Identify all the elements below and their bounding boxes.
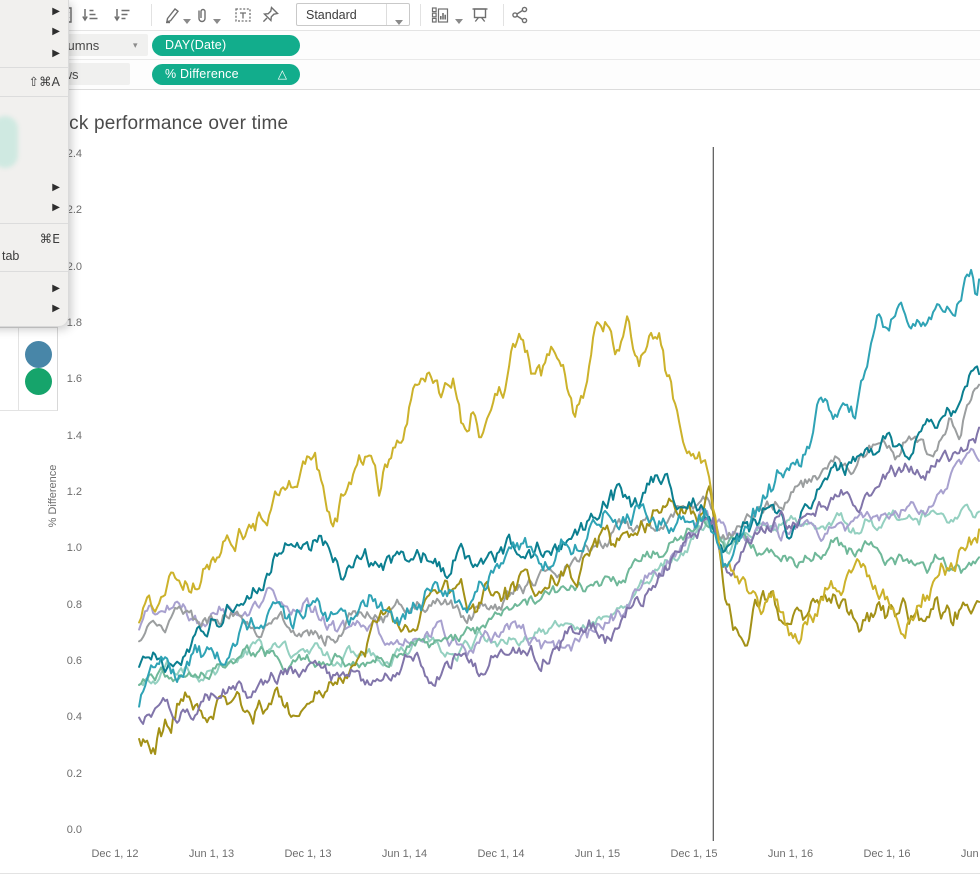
x-tick-label: Dec 1, 12 (91, 848, 139, 860)
series-line-purple[interactable] (138, 426, 980, 725)
x-tick-label: Dec 1, 13 (284, 848, 332, 860)
y-tick-label: 1.6 (66, 373, 82, 386)
y-tick-label: 0.2 (66, 767, 82, 780)
series-line-lavender[interactable] (138, 447, 980, 657)
submenu-arrow-icon[interactable]: ▶ (52, 26, 60, 37)
series-line-cyan[interactable] (138, 268, 980, 708)
legend-swatch-green[interactable] (25, 368, 52, 395)
submenu-arrow-icon[interactable]: ▶ (52, 283, 60, 294)
y-tick-label: 0.8 (66, 598, 82, 611)
sort-descending-icon[interactable] (112, 5, 132, 25)
color-legend-panel (0, 327, 58, 411)
x-tick-label: Jun 1, 14 (381, 848, 428, 860)
y-tick-label: 2.0 (66, 260, 82, 273)
x-tick-label: Dec 1, 16 (863, 848, 911, 860)
menu-separator (0, 271, 68, 272)
menu-item-highlight (0, 116, 18, 168)
text-annotation-icon[interactable] (233, 5, 253, 25)
x-tick-label: Dec 1, 15 (670, 848, 718, 860)
y-tick-label: 2.4 (66, 147, 82, 160)
menu-separator (0, 96, 68, 97)
series-line-gray[interactable] (138, 383, 980, 647)
menu-item-text-fragment[interactable]: tab (2, 249, 20, 263)
series-line-seafoam[interactable] (138, 515, 980, 686)
y-tick-label: 0.4 (66, 711, 82, 724)
y-tick-label: 1.0 (66, 542, 82, 555)
submenu-arrow-icon[interactable]: ▶ (52, 202, 60, 213)
columns-shelf: Columns ▾ DAY(Date) (0, 31, 980, 60)
x-tick-label: Jun 1, 13 (188, 848, 235, 860)
y-tick-label: 2.2 (66, 204, 82, 217)
table-calculation-delta-icon: △ (277, 66, 287, 81)
presentation-mode-icon[interactable] (470, 5, 490, 25)
menu-separator (0, 67, 68, 68)
pin-icon[interactable] (260, 5, 280, 25)
panel-divider (18, 328, 19, 410)
y-tick-label: 1.4 (66, 429, 82, 442)
sheet-title[interactable]: Stock performance over time (40, 113, 289, 134)
share-icon[interactable] (510, 5, 530, 25)
sort-ascending-icon[interactable] (80, 5, 100, 25)
dropdown-divider (386, 4, 387, 25)
pill-day-date[interactable]: DAY(Date) (152, 34, 300, 56)
series-line-light-seafoam[interactable] (138, 503, 980, 687)
show-me-caret-icon[interactable] (455, 12, 463, 24)
y-tick-label: 1.2 (66, 485, 82, 498)
pane-bottom-border (0, 873, 980, 874)
series-line-gold[interactable] (138, 315, 980, 645)
fit-mode-dropdown[interactable]: Standard (296, 3, 410, 26)
fit-mode-caret-icon[interactable] (395, 13, 403, 25)
submenu-arrow-icon[interactable]: ▶ (52, 6, 60, 17)
show-me-icon[interactable] (430, 5, 450, 25)
menu-item-shortcut[interactable]: ⇧⌘A (28, 74, 60, 89)
pill-percent-difference[interactable]: % Difference △ (152, 63, 300, 85)
toolbar-separator (503, 4, 504, 26)
columns-caret-icon[interactable]: ▾ (133, 41, 138, 51)
submenu-arrow-icon[interactable]: ▶ (52, 182, 60, 193)
context-menu: ▶ ▶ ▶ ⇧⌘A ▶ ▶ ⌘E tab ▶ ▶ (0, 0, 69, 326)
y-tick-label: 0.6 (66, 654, 82, 667)
paperclip-icon[interactable] (192, 5, 212, 25)
submenu-arrow-icon[interactable]: ▶ (52, 303, 60, 314)
fit-mode-value: Standard (306, 8, 357, 22)
pill-percent-difference-label: % Difference (165, 66, 239, 81)
x-tick-label: Jun 1, 16 (767, 848, 814, 860)
rows-shelf: Rows % Difference △ (0, 60, 980, 90)
y-tick-label: 1.8 (66, 316, 82, 329)
x-tick-label: Dec 1, 14 (477, 848, 525, 860)
toolbar-separator (151, 4, 152, 26)
submenu-arrow-icon[interactable]: ▶ (52, 48, 60, 59)
pill-day-date-label: DAY(Date) (165, 37, 227, 52)
x-tick-label: Jun 1, 17 (960, 848, 980, 860)
legend-swatch-blue[interactable] (25, 341, 52, 368)
highlighter-caret-icon[interactable] (183, 12, 191, 24)
paperclip-caret-icon[interactable] (213, 12, 221, 24)
series-line-olive[interactable] (138, 485, 980, 756)
menu-separator (0, 223, 68, 224)
highlighter-icon[interactable] (162, 5, 182, 25)
toolbar-separator (420, 4, 421, 26)
x-tick-label: Jun 1, 15 (574, 848, 621, 860)
y-tick-label: 0.0 (66, 824, 82, 836)
menu-item-shortcut[interactable]: ⌘E (39, 231, 60, 246)
toolbar: Standard (0, 0, 980, 31)
series-line-dark-teal[interactable] (138, 365, 980, 673)
